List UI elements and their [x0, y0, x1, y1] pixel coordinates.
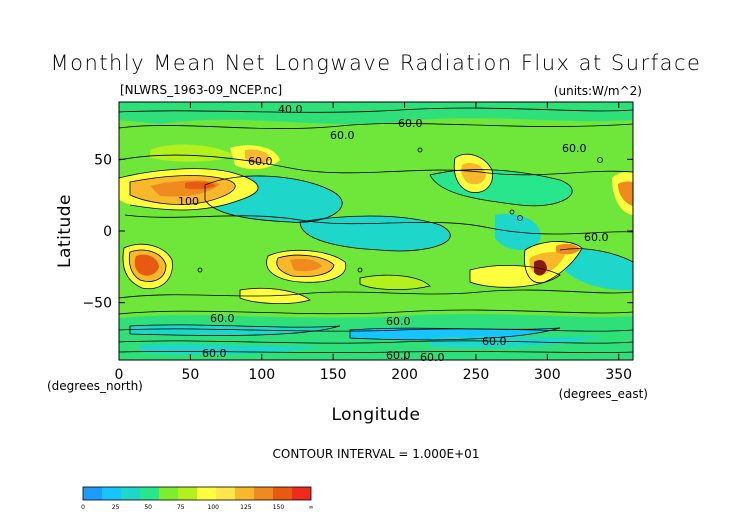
hotspot-australia: [266, 250, 346, 283]
contour-label: 60.0: [210, 312, 235, 325]
contour-lines: [119, 107, 633, 353]
y-tick-label: 50: [94, 152, 112, 168]
colorbar-swatch: [140, 487, 159, 500]
colorbar-swatch: [235, 487, 254, 500]
x-tick-label: 350: [605, 367, 632, 383]
y-axis-label: Latitude: [55, 194, 75, 268]
x-unit-label: (degrees_east): [559, 387, 648, 401]
contour-labels: 40.0 60.0 60.0 60.0 60.0 100 60.0 60.0 6…: [178, 103, 609, 364]
x-tick-label: 150: [320, 367, 347, 383]
x-tick-label: 50: [181, 367, 199, 383]
colorbar-swatch: [216, 487, 235, 500]
x-tick-label: 0: [115, 367, 124, 383]
hotspot-north-america: [454, 154, 493, 193]
colorbar-frame: [82, 486, 312, 501]
x-axis-label: Longitude: [331, 405, 420, 425]
chart-title: Monthly Mean Net Longwave Radiation Flux…: [51, 51, 702, 75]
hotspot-east-edge: [612, 171, 633, 215]
contour-label: 60.0: [202, 347, 227, 360]
colorbar-tick-label: 75: [177, 504, 185, 511]
colorbar-tick-label: 25: [112, 504, 120, 511]
colorbar-swatch: [273, 487, 292, 500]
colorbar-tick-label: 125: [240, 504, 252, 511]
colorbar-swatch: [159, 487, 178, 500]
x-tick-label: 200: [391, 367, 418, 383]
x-axis: 0 50 100 150 200 250 300 350: [115, 102, 632, 383]
file-label: [NLWRS_1963-09_NCEP.nc]: [120, 83, 282, 97]
x-tick-label: 100: [248, 367, 275, 383]
contour-label: 60.0: [330, 129, 355, 142]
colorbar-tick-label: 100: [208, 504, 220, 511]
colorbar-tick-label: 150: [273, 504, 285, 511]
colorbar-tick-label: ∞: [309, 504, 314, 511]
contour-label: 60.0: [398, 117, 423, 130]
contour-label: 100: [178, 195, 199, 208]
contour-label: 60.0: [562, 142, 587, 155]
colorbar-swatch: [121, 487, 140, 500]
colorbar-swatch: [83, 487, 102, 500]
heatmap-area: [119, 102, 633, 360]
colorbar-swatch: [197, 487, 216, 500]
hotspot-south-america: [524, 241, 582, 283]
colorbar-swatch: [292, 487, 311, 500]
y-tick-label: −50: [82, 296, 112, 312]
contour-label: 60.0: [248, 155, 273, 168]
x-tick-label: 300: [534, 367, 561, 383]
y-unit-label: (degrees_north): [47, 379, 143, 393]
colorbar-tick-label: 0: [81, 504, 85, 511]
colorbar-swatch: [102, 487, 121, 500]
colorbar-tick-label: 50: [144, 504, 152, 511]
y-tick-label: 0: [103, 224, 112, 240]
contour-interval: CONTOUR INTERVAL = 1.000E+01: [273, 447, 480, 461]
contour-label: 60.0: [420, 351, 445, 364]
x-tick-label: 250: [463, 367, 490, 383]
contour-label: 60.0: [482, 335, 507, 348]
colorbar-swatch: [254, 487, 273, 500]
contour-label: 60.0: [584, 231, 609, 244]
y-axis: 50 0 −50: [82, 152, 633, 312]
hotspot-southern-africa: [122, 244, 173, 289]
contour-label: 60.0: [386, 315, 411, 328]
colorbar-swatch: [178, 487, 197, 500]
colorbar: 0 25 50 75 100 125 150 ∞: [81, 486, 314, 511]
units-label: (units:W/m^2): [554, 84, 642, 98]
contour-label: 40.0: [278, 103, 303, 116]
